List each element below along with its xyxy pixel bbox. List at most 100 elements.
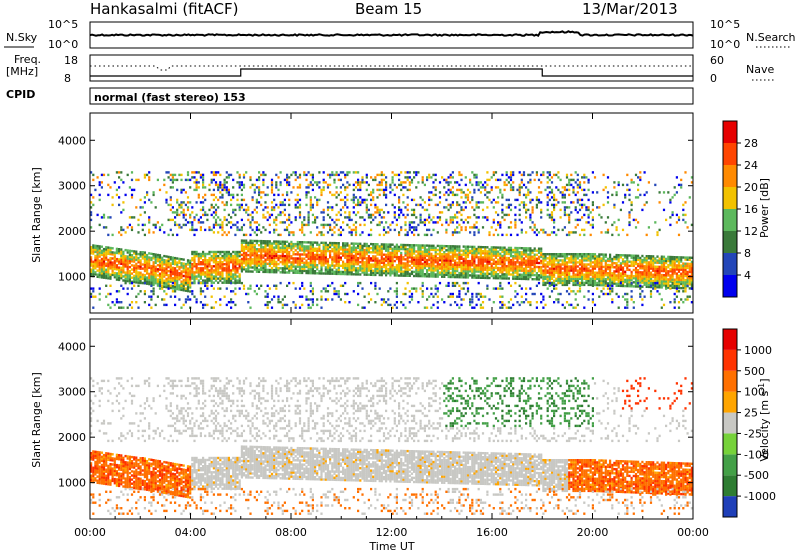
power-cell: [165, 269, 168, 272]
power-cell: [527, 181, 530, 184]
power-cell: [242, 245, 246, 248]
power-cell: [445, 267, 448, 270]
power-cell: [395, 281, 398, 285]
power-cell: [365, 203, 368, 207]
power-cell: [492, 270, 495, 274]
power-cell: [135, 266, 138, 270]
power-cell: [466, 253, 470, 257]
power-cell: [432, 295, 435, 298]
power-cell: [236, 259, 239, 262]
power-cell: [316, 253, 319, 257]
power-cell: [210, 265, 213, 268]
power-cell: [410, 270, 414, 273]
power-cell: [505, 306, 508, 309]
power-cell: [432, 186, 435, 189]
power-cell: [419, 213, 422, 217]
power-cell: [348, 254, 351, 257]
power-cell: [559, 216, 562, 219]
power-cell: [544, 275, 547, 278]
power-cell: [432, 216, 435, 219]
power-cell: [458, 188, 461, 192]
power-cell: [561, 283, 564, 287]
power-cell: [537, 186, 541, 189]
power-cell: [507, 256, 510, 260]
power-cell: [109, 267, 112, 270]
power-cell: [130, 301, 134, 304]
power-cell: [326, 260, 330, 263]
power-cell: [352, 262, 355, 266]
power-cell: [98, 269, 101, 273]
power-cell: [542, 273, 545, 276]
power-cell: [335, 264, 338, 267]
power-cell: [479, 191, 482, 194]
power-cell: [180, 191, 183, 194]
power-cell: [219, 277, 222, 280]
power-cell: [473, 251, 476, 255]
power-cell: [165, 191, 168, 194]
power-cell: [100, 181, 103, 184]
power-cell: [370, 267, 373, 270]
power-cell: [309, 257, 312, 260]
power-cell: [314, 249, 317, 252]
power-cell: [292, 253, 295, 256]
power-cell: [130, 258, 134, 261]
power-cell: [553, 226, 556, 229]
power-cell: [514, 271, 517, 274]
power-cell: [434, 284, 437, 287]
power-cell: [184, 298, 187, 301]
power-cell: [378, 251, 381, 254]
power-cell: [150, 298, 153, 301]
power-cell: [219, 256, 222, 260]
power-cell: [473, 255, 476, 259]
power-cell: [387, 211, 390, 214]
power-cell: [385, 253, 388, 256]
power-cell: [324, 272, 327, 275]
power-cell: [501, 203, 504, 207]
power-cell: [387, 247, 390, 250]
power-cell: [395, 270, 398, 273]
power-cell: [240, 218, 243, 222]
power-cell: [202, 181, 205, 184]
power-cell: [417, 252, 420, 255]
power-cell: [481, 216, 485, 219]
power-cell: [477, 264, 480, 267]
power-cell: [391, 255, 394, 259]
power-cell: [158, 284, 162, 287]
power-cell: [520, 277, 523, 281]
power-cell: [426, 178, 429, 182]
power-cell: [214, 259, 218, 262]
power-cell: [520, 287, 523, 290]
power-cell: [443, 301, 446, 304]
power-cell: [324, 298, 327, 301]
power-cell: [283, 303, 286, 307]
power-cell: [322, 171, 325, 174]
power-cell: [294, 218, 297, 222]
power-cell: [477, 274, 480, 277]
power-cell: [249, 306, 252, 309]
power-cell: [544, 231, 547, 234]
power-cell: [370, 216, 373, 219]
power-cell: [180, 211, 183, 214]
power-cell: [113, 257, 116, 260]
power-cell: [479, 245, 482, 249]
power-cell: [432, 267, 435, 270]
power-cell: [451, 203, 454, 207]
power-cell: [531, 221, 534, 224]
power-cell: [314, 263, 317, 267]
power-cell: [111, 253, 114, 256]
power-cell: [505, 256, 508, 260]
power-cell: [305, 253, 308, 256]
power-cell: [309, 261, 312, 265]
power-cell: [186, 178, 190, 182]
power-cell: [473, 272, 476, 275]
power-cell: [382, 243, 386, 246]
power-cell: [156, 278, 159, 281]
power-cell: [473, 276, 476, 279]
power-cell: [516, 275, 519, 278]
power-cell: [525, 277, 528, 281]
power-cell: [550, 231, 554, 234]
power-cell: [462, 287, 465, 290]
power-cell: [376, 188, 379, 192]
power-cell: [307, 241, 310, 244]
power-cell: [174, 277, 177, 280]
